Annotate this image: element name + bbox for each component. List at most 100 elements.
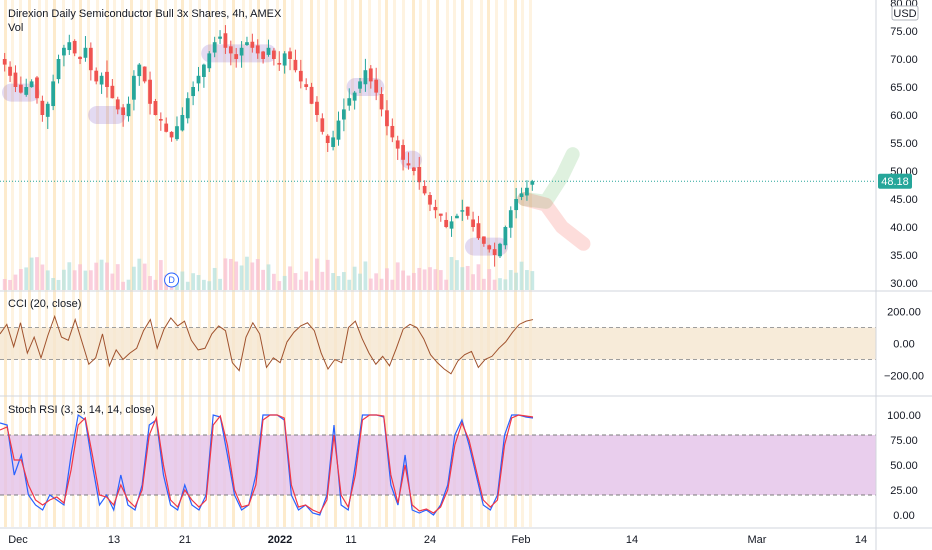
- cci-pane[interactable]: CCI (20, close): [0, 298, 876, 375]
- currency-badge[interactable]: [891, 5, 919, 21]
- volume-bar: [185, 281, 190, 290]
- volume-bar: [325, 259, 330, 290]
- volume-bar: [444, 279, 449, 290]
- volume-bar: [320, 271, 325, 290]
- volume-bar: [72, 270, 77, 290]
- candle-body: [132, 75, 136, 100]
- candle-body: [94, 70, 99, 82]
- stoch-tick: 75.00: [890, 435, 918, 447]
- candle-body: [78, 56, 82, 59]
- volume-bar: [51, 278, 56, 290]
- candle-body: [24, 87, 29, 95]
- cci-tick: 200.00: [887, 307, 921, 319]
- stoch-axis[interactable]: 100.00 75.00 50.00 25.00 0.00: [887, 410, 921, 522]
- volume-bar: [105, 262, 109, 290]
- volume-bar: [277, 281, 282, 290]
- candle-body: [239, 47, 244, 56]
- background-stripe: [446, 0, 449, 527]
- background-stripe: [208, 0, 211, 527]
- cci-axis[interactable]: 200.00 0.00 −200.00: [884, 307, 924, 383]
- volume-bar: [8, 279, 12, 290]
- volume-bar: [202, 279, 206, 290]
- candle-body: [126, 103, 131, 117]
- candle-body: [207, 53, 212, 69]
- stoch-tick: 0.00: [893, 510, 914, 522]
- candle-body: [35, 77, 39, 99]
- volume-bar: [2, 278, 7, 290]
- volume-bar: [228, 258, 233, 290]
- background-stripe: [266, 0, 269, 527]
- volume-bar: [110, 273, 115, 290]
- volume-bar: [67, 262, 72, 290]
- volume-bar: [525, 270, 529, 290]
- candle-body: [503, 227, 508, 246]
- time-tick: Feb: [512, 534, 531, 546]
- last-price-value: 48.18: [881, 176, 909, 188]
- candle-body: [385, 110, 389, 127]
- volume-bar: [255, 259, 260, 290]
- stoch-tick: 50.00: [890, 460, 918, 472]
- volume-bar: [266, 264, 271, 290]
- volume-bar: [148, 276, 152, 290]
- stoch-tick: 25.00: [890, 485, 918, 497]
- candle-body: [169, 131, 174, 138]
- volume-label: Vol: [8, 22, 23, 34]
- time-tick: 11: [345, 534, 356, 546]
- candle-body: [293, 59, 298, 71]
- candle-body: [525, 187, 529, 196]
- background-stripe: [514, 0, 517, 527]
- background-stripe: [155, 0, 158, 527]
- background-stripe: [291, 0, 294, 527]
- volume-bar: [460, 267, 465, 290]
- volume-bar: [503, 279, 508, 290]
- background-stripe: [334, 0, 337, 527]
- background-stripe: [402, 0, 405, 527]
- background-stripe: [368, 0, 371, 527]
- volume-bar: [121, 281, 126, 290]
- candle-body: [105, 71, 109, 87]
- background-stripe: [174, 0, 177, 527]
- background-stripe: [487, 0, 490, 527]
- volume-bar: [304, 271, 309, 290]
- candle-body: [88, 47, 93, 71]
- background-stripe: [283, 0, 286, 527]
- background-stripe: [45, 0, 48, 527]
- projection-curves: [517, 147, 591, 251]
- volume-bar: [433, 269, 438, 290]
- dividend-marker[interactable]: D: [164, 272, 180, 288]
- price-axis[interactable]: 80.0075.0070.0065.0060.0055.0050.0045.00…: [890, 0, 918, 290]
- candle-body: [492, 249, 497, 255]
- cci-line: [0, 314, 534, 375]
- background-stripe: [113, 0, 116, 527]
- price-tick: 75.00: [890, 26, 918, 38]
- volume-bar: [13, 274, 18, 290]
- stoch-rsi-pane[interactable]: Stoch RSI (3, 3, 14, 14, close): [0, 404, 876, 516]
- candle-body: [481, 236, 486, 244]
- candle-body: [390, 125, 395, 138]
- candle-body: [309, 86, 314, 104]
- volume-bar: [530, 271, 535, 290]
- candle-body: [530, 181, 535, 185]
- volume-bar: [158, 260, 163, 290]
- background-stripe: [427, 0, 430, 527]
- candle-body: [315, 101, 319, 115]
- background-stripe: [310, 0, 313, 527]
- volume-bar: [132, 266, 136, 290]
- volume-bar: [422, 269, 427, 290]
- volume-bar: [126, 279, 131, 290]
- price-pane[interactable]: D Direxion Daily Semiconductor Bull 3x S…: [0, 8, 876, 290]
- volume-bar: [481, 278, 486, 290]
- candle-body: [13, 72, 18, 87]
- volume-bar: [385, 268, 389, 290]
- candle-body: [2, 59, 7, 65]
- price-tick: 45.00: [890, 194, 918, 206]
- time-axis[interactable]: Dec 13 21 2022 11 24 Feb 14 Mar 14: [8, 534, 867, 546]
- volume-bar: [261, 269, 266, 290]
- volume-bar: [137, 258, 142, 290]
- volume-bar: [401, 270, 405, 290]
- volume-bar: [336, 276, 341, 290]
- volume-bar: [29, 257, 34, 290]
- volume-bar: [331, 273, 335, 290]
- volume-bar: [142, 263, 147, 290]
